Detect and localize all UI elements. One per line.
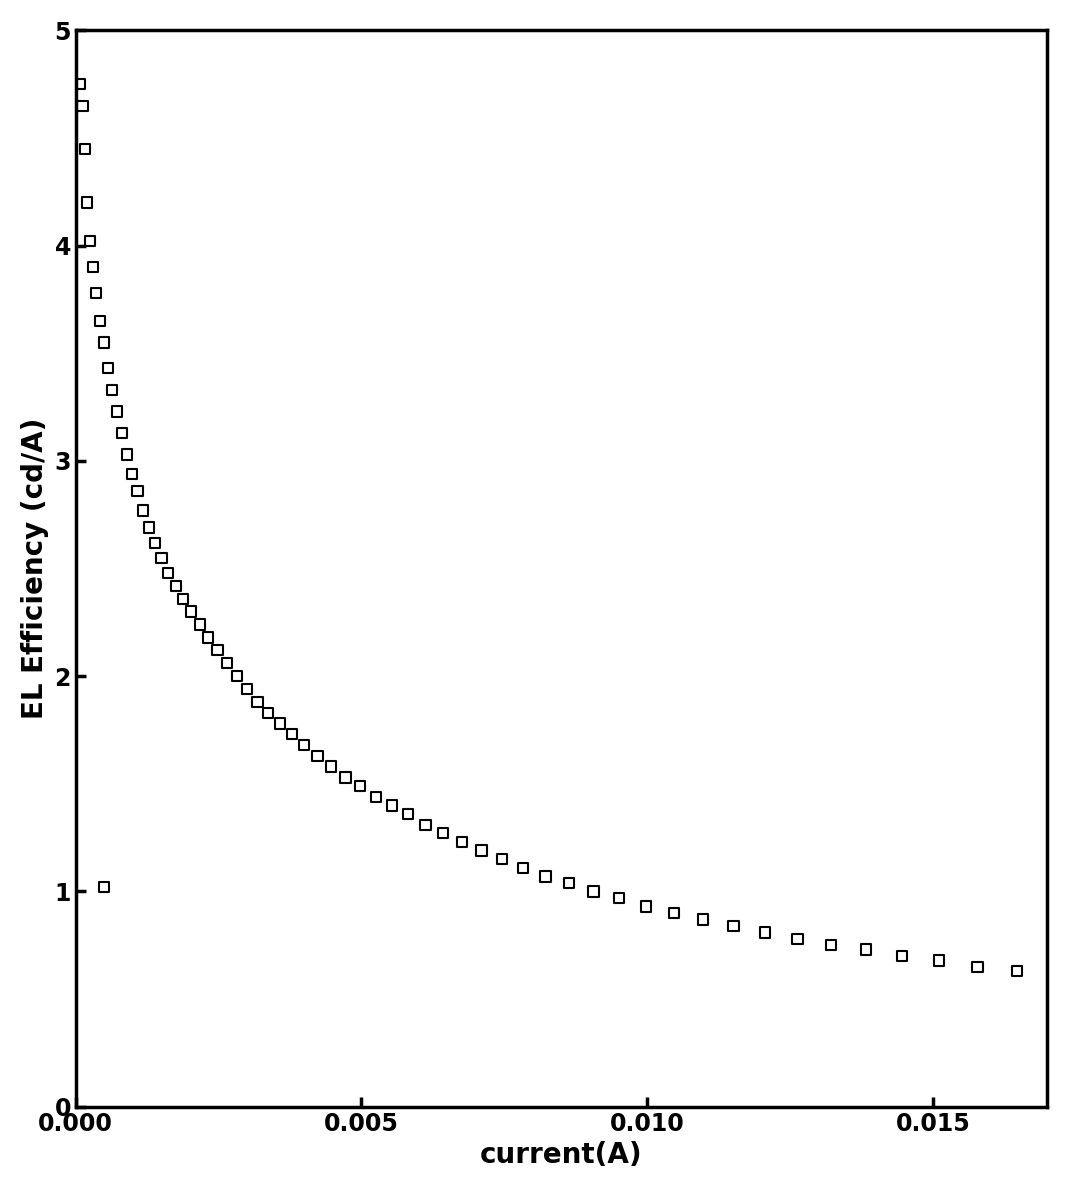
- Point: [383, 796, 400, 815]
- Point: [76, 139, 93, 158]
- Point: [515, 858, 532, 877]
- Point: [473, 841, 490, 860]
- Point: [219, 653, 236, 672]
- Point: [168, 576, 185, 595]
- Point: [399, 804, 417, 823]
- Point: [296, 735, 313, 754]
- Point: [96, 878, 113, 897]
- Point: [638, 897, 655, 916]
- Point: [160, 563, 177, 582]
- Point: [249, 693, 266, 712]
- Point: [129, 482, 146, 501]
- Point: [336, 768, 354, 787]
- Point: [283, 725, 300, 744]
- Point: [260, 703, 277, 722]
- Point: [323, 757, 340, 776]
- Point: [894, 946, 911, 965]
- Point: [367, 788, 384, 807]
- Point: [91, 312, 108, 331]
- Point: [191, 615, 208, 634]
- Y-axis label: EL Efficiency (cd/A): EL Efficiency (cd/A): [21, 418, 49, 719]
- Point: [140, 518, 157, 537]
- Point: [84, 257, 101, 276]
- Point: [537, 866, 554, 885]
- Point: [124, 464, 141, 483]
- Point: [113, 424, 130, 443]
- Point: [79, 193, 96, 212]
- Point: [81, 232, 98, 251]
- Point: [175, 589, 192, 608]
- Point: [493, 850, 511, 869]
- Point: [611, 889, 628, 908]
- Point: [309, 746, 326, 765]
- Point: [435, 823, 452, 843]
- Point: [789, 929, 806, 948]
- Point: [417, 815, 434, 834]
- Point: [822, 935, 839, 954]
- X-axis label: current(A): current(A): [481, 1141, 643, 1169]
- Point: [119, 445, 136, 464]
- Point: [969, 957, 986, 976]
- Point: [756, 923, 773, 942]
- Point: [200, 628, 217, 647]
- Point: [229, 666, 246, 685]
- Point: [209, 641, 226, 660]
- Point: [74, 96, 91, 115]
- Point: [585, 882, 602, 901]
- Point: [95, 333, 112, 352]
- Point: [135, 501, 152, 520]
- Point: [183, 602, 200, 621]
- Point: [858, 940, 875, 959]
- Point: [351, 776, 368, 795]
- Point: [104, 381, 121, 400]
- Point: [454, 833, 471, 852]
- Point: [1008, 962, 1025, 981]
- Point: [665, 903, 682, 922]
- Point: [88, 283, 105, 302]
- Point: [146, 533, 163, 552]
- Point: [930, 951, 947, 970]
- Point: [108, 402, 125, 421]
- Point: [694, 910, 711, 929]
- Point: [99, 359, 116, 378]
- Point: [271, 714, 288, 733]
- Point: [72, 75, 89, 94]
- Point: [561, 873, 578, 892]
- Point: [153, 549, 170, 568]
- Point: [725, 916, 742, 935]
- Point: [238, 679, 255, 699]
